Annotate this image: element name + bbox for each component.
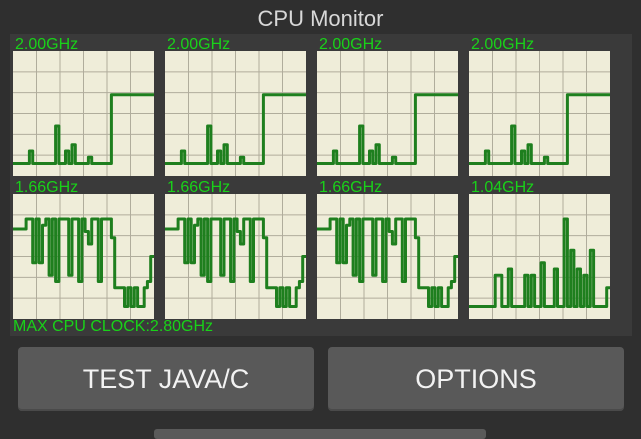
usage-line [317,93,458,165]
core-usage-graph [13,51,154,176]
core-frequency-label: 2.00GHz [319,36,383,53]
core-cell: 1.66GHz [317,179,458,319]
usage-line [317,217,458,308]
core-frequency-label: 1.66GHz [319,179,383,196]
test-java-c-button[interactable]: TEST JAVA/C [18,347,314,411]
core-usage-graph [317,194,458,319]
core-cell: 1.04GHz [469,179,610,319]
core-cell: 2.00GHz [13,36,154,176]
bottom-bar [154,429,486,439]
core-usage-graph [13,194,154,319]
core-cell: 1.66GHz [165,179,306,319]
usage-line [13,93,154,165]
core-cell: 2.00GHz [469,36,610,176]
options-button[interactable]: OPTIONS [328,347,624,411]
usage-line [165,217,306,308]
usage-line [13,217,154,308]
usage-line [469,93,610,165]
app-title: CPU Monitor [257,6,384,31]
core-frequency-label: 1.66GHz [167,179,231,196]
core-cell: 2.00GHz [165,36,306,176]
core-usage-graph [469,194,610,319]
cpu-monitor-panel: 2.00GHz 2.00GHz 2.00GHz 2.00GHz 1.66GHz … [10,34,632,336]
usage-line [469,217,610,308]
core-usage-graph [469,51,610,176]
core-frequency-label: 2.00GHz [471,36,535,53]
core-frequency-label: 2.00GHz [167,36,231,53]
core-usage-graph [165,194,306,319]
core-frequency-label: 2.00GHz [15,36,79,53]
usage-line [165,93,306,165]
max-cpu-clock-label: MAX CPU CLOCK:2.80GHz [13,318,214,335]
core-cell: 1.66GHz [13,179,154,319]
core-frequency-label: 1.66GHz [15,179,79,196]
core-usage-graph [317,51,458,176]
core-cell: 2.00GHz [317,36,458,176]
core-usage-graph [165,51,306,176]
core-frequency-label: 1.04GHz [471,179,535,196]
